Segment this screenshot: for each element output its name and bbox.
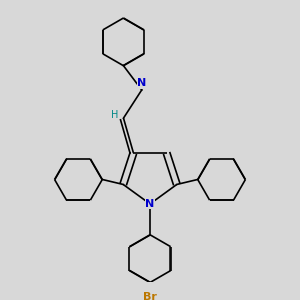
Text: N: N [146, 199, 154, 209]
Text: Br: Br [143, 292, 157, 300]
Text: H: H [110, 110, 118, 121]
Text: N: N [137, 78, 146, 88]
